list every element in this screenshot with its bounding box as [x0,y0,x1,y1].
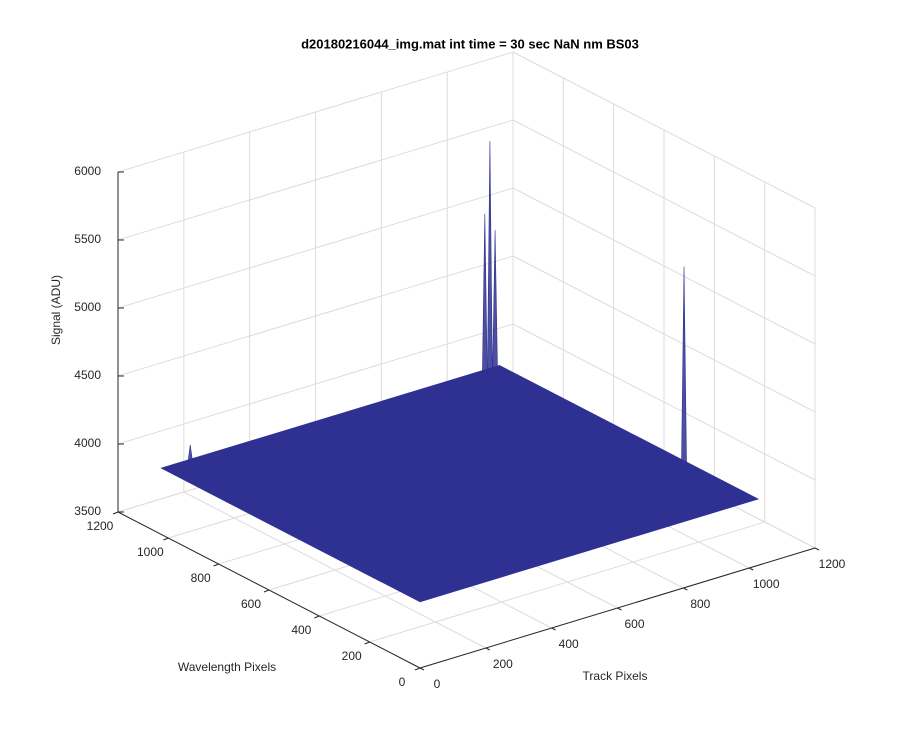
x-tick-label: 600 [624,617,644,631]
z-tick-label: 5000 [74,300,101,314]
x-tick-label: 0 [434,677,441,691]
y-tick [314,615,320,619]
x-axis-label: Track Pixels [583,669,648,683]
grid-line [512,51,816,209]
x-tick-label: 1200 [819,557,846,571]
grid-line [369,521,765,643]
x-tick [551,627,556,631]
y-tick [213,563,219,567]
y-tick-label: 800 [191,571,211,585]
x-tick [485,647,491,651]
y-tick [112,511,119,515]
grid-line [512,119,816,277]
y-tick-label: 600 [241,597,261,611]
x-tick-label: 400 [559,637,579,651]
grid-line [117,119,514,241]
peak [187,444,194,464]
peak [487,141,493,377]
y-axis-label: Wavelength Pixels [178,660,276,674]
grid-line [117,255,514,377]
z-tick-label: 6000 [74,164,101,178]
grid-line [117,187,514,309]
x-tick-label: 1000 [753,577,780,591]
x-tick [748,567,754,571]
peak [482,213,488,379]
y-tick [163,537,169,541]
y-tick-label: 400 [291,623,311,637]
z-tick-label: 5500 [74,232,101,246]
grid-line [117,323,514,445]
peak [492,229,498,375]
grid-line [512,323,816,481]
y-tick [364,641,370,645]
y-tick-label: 200 [342,649,362,663]
x-tick-label: 800 [690,597,710,611]
grid-line [512,187,816,345]
grid-line [512,255,816,413]
y-tick-label: 0 [399,675,406,689]
surface [160,365,760,603]
y-tick-label: 1200 [87,519,114,533]
z-axis-label: Signal (ADU) [49,275,63,345]
peak [681,266,687,463]
x-tick [814,547,820,551]
y-tick-label: 1000 [137,545,164,559]
y-tick [263,589,270,593]
y-tick [414,667,421,671]
x-tick [617,607,622,611]
chart-title: d20180216044_img.mat int time = 30 sec N… [301,36,639,51]
grid-line [117,51,514,173]
x-tick-label: 200 [493,657,513,671]
z-tick-label: 3500 [74,504,101,518]
x-tick [419,667,425,671]
z-tick-label: 4000 [74,436,101,450]
x-tick [683,587,688,591]
z-tick-label: 4500 [74,368,101,382]
